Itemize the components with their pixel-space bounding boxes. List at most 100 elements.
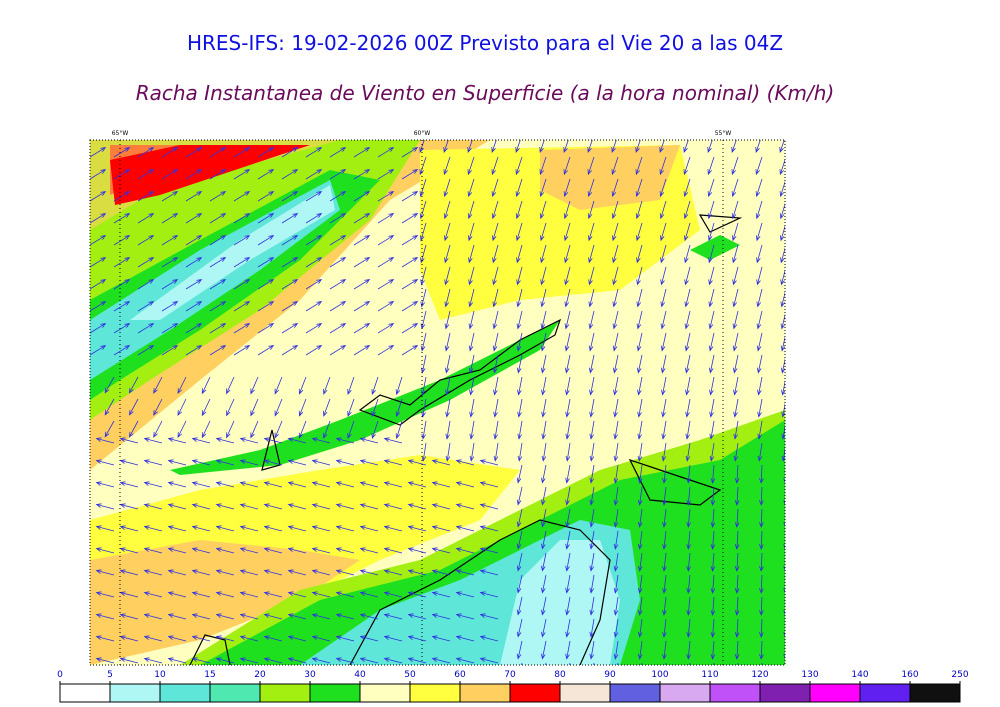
wind-arrow <box>541 530 547 550</box>
colorbar-tick-label: 130 <box>801 670 818 680</box>
wind-arrow <box>233 345 251 356</box>
wind-arrow <box>119 503 139 510</box>
wind-arrow <box>305 301 323 312</box>
wind-arrow <box>541 640 547 660</box>
wind-arrow <box>541 552 547 572</box>
wind-arrow <box>401 169 419 180</box>
wind-arrow <box>233 323 251 334</box>
wind-arrow <box>239 547 259 554</box>
wind-arrow <box>734 508 740 528</box>
wind-arrow <box>113 323 131 334</box>
wind-arrow <box>612 266 619 286</box>
wind-arrow <box>90 213 107 224</box>
wind-arrow <box>686 486 691 506</box>
wind-arrow <box>353 279 371 290</box>
wind-arrow <box>274 420 283 439</box>
wind-arrow <box>588 244 595 264</box>
wind-arrow <box>564 310 571 330</box>
wind-arrow <box>492 310 499 330</box>
wind-arrow <box>659 200 667 220</box>
wind-arrow <box>732 222 739 242</box>
wind-arrow <box>311 613 331 620</box>
wind-arrow <box>588 354 595 374</box>
wind-arrow <box>637 508 643 528</box>
wind-arrow <box>353 235 371 246</box>
wind-arrow <box>185 235 203 246</box>
colorbar-tick-label: 20 <box>254 670 266 680</box>
wind-arrow <box>660 288 667 308</box>
wind-arrow <box>707 200 715 220</box>
wind-arrow <box>689 662 691 665</box>
wind-arrow <box>516 288 523 308</box>
wind-arrow <box>783 566 785 571</box>
wind-arrow <box>95 657 115 664</box>
wind-arrow <box>686 574 691 594</box>
wind-arrow <box>329 169 347 180</box>
wind-arrow <box>119 459 139 466</box>
colorbar-swatch <box>909 683 961 703</box>
wind-arrow <box>783 500 785 505</box>
wind-arrow <box>119 635 139 642</box>
wind-arrow <box>191 591 211 598</box>
wind-arrow <box>143 591 163 598</box>
wind-arrow <box>612 310 619 330</box>
wind-arrow <box>780 225 785 242</box>
wind-arrow <box>401 257 419 268</box>
wind-arrow <box>137 147 155 158</box>
wind-arrow <box>662 530 667 550</box>
wind-arrow <box>287 657 307 664</box>
wind-arrow <box>612 222 619 242</box>
colorbar-tick-label: 140 <box>851 670 868 680</box>
wind-arrow <box>263 437 283 444</box>
wind-arrow <box>588 222 595 242</box>
title: HRES-IFS: 19-02-2026 00Z Previsto para e… <box>187 31 783 55</box>
wind-arrow <box>185 301 203 312</box>
wind-arrow <box>143 547 163 554</box>
wind-arrow <box>419 178 427 198</box>
wind-arrow <box>239 591 259 598</box>
wind-arrow <box>541 442 547 462</box>
wind-arrow <box>468 244 475 264</box>
colorbar-swatch <box>809 683 861 703</box>
wind-arrow <box>209 301 227 312</box>
wind-arrow <box>479 525 499 532</box>
wind-arrow <box>128 398 139 416</box>
wind-arrow <box>492 244 499 264</box>
colorbar-swatch <box>709 683 761 703</box>
wind-arrow <box>359 569 379 576</box>
wind-arrow <box>683 156 691 176</box>
wind-arrow <box>443 156 451 176</box>
wind-arrow <box>684 222 691 242</box>
wind-arrow <box>781 380 785 396</box>
wind-arrow <box>209 235 227 246</box>
wind-arrow <box>185 257 203 268</box>
wind-arrow <box>353 213 371 224</box>
wind-arrow <box>263 657 283 664</box>
wind-arrow <box>281 191 299 202</box>
wind-arrow <box>431 657 451 664</box>
wind-arrow <box>330 126 345 135</box>
wind-arrow <box>589 640 595 660</box>
wind-arrow <box>662 618 667 638</box>
wind-arrow <box>709 376 715 396</box>
wind-arrow <box>239 481 259 488</box>
wind-arrow <box>298 376 307 395</box>
wind-arrow <box>137 257 155 268</box>
wind-arrow <box>335 613 355 620</box>
wind-arrow <box>589 618 595 638</box>
colorbar-tick-label: 5 <box>107 670 113 680</box>
wind-arrow <box>95 635 115 642</box>
wind-arrow <box>780 335 785 352</box>
wind-arrow <box>455 525 475 532</box>
wind-arrow <box>613 442 619 462</box>
wind-arrow <box>215 525 235 532</box>
wind-arrow <box>540 244 547 264</box>
wind-arrow <box>780 247 785 264</box>
wind-arrow <box>635 200 643 220</box>
wind-arrow <box>287 459 307 466</box>
wind-arrow <box>383 657 403 664</box>
wind-arrow <box>186 126 201 135</box>
wind-arrow <box>233 257 251 268</box>
wind-arrow <box>420 288 427 308</box>
